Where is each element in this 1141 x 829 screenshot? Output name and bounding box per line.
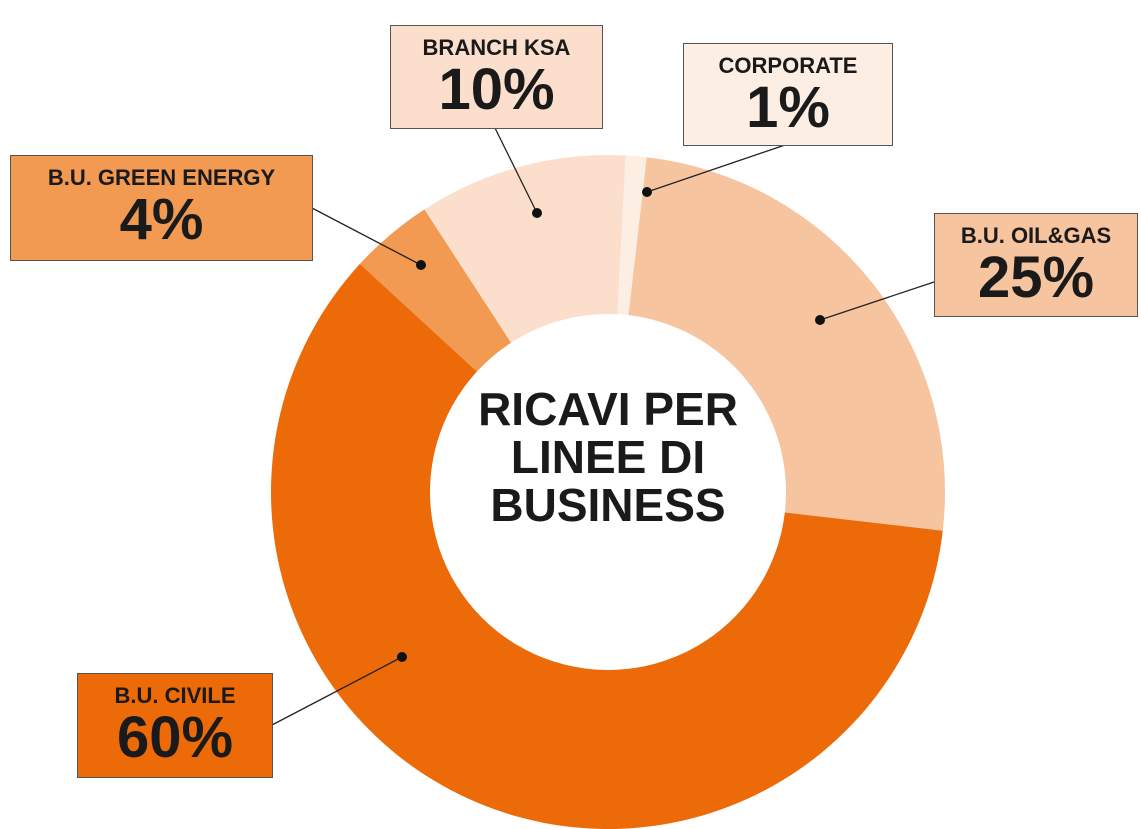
label-box: B.U. GREEN ENERGY 4% — [10, 155, 313, 261]
category-label: CORPORATE — [718, 53, 858, 78]
leader-dot — [642, 187, 652, 197]
category-label: B.U. OIL&GAS — [960, 223, 1112, 248]
leader-line — [494, 127, 538, 214]
leader-dot — [416, 260, 426, 270]
leader-line — [646, 144, 786, 193]
label-box: B.U. CIVILE 60% — [77, 673, 273, 778]
leader-dot — [815, 315, 825, 325]
category-label: B.U. GREEN ENERGY — [47, 165, 276, 190]
category-label: BRANCH KSA — [422, 35, 571, 60]
donut-segment — [271, 263, 943, 829]
value-label: 10% — [438, 57, 555, 122]
chart-title: RICAVI PER LINEE DI BUSINESS — [478, 383, 738, 531]
leader-dot — [532, 208, 542, 218]
donut-segment — [617, 155, 647, 316]
leader-dot — [397, 652, 407, 662]
donut-segment — [424, 155, 626, 343]
value-label: 1% — [746, 75, 830, 140]
value-label: 4% — [119, 187, 204, 252]
category-label: B.U. CIVILE — [114, 683, 236, 708]
donut-segment — [628, 157, 945, 531]
label-box: BRANCH KSA 10% — [390, 25, 603, 129]
donut-segment — [359, 209, 512, 372]
leader-line — [311, 207, 422, 266]
value-label: 60% — [116, 705, 234, 770]
leader-line — [271, 656, 403, 726]
value-label: 25% — [977, 245, 1095, 310]
leader-line — [819, 281, 935, 321]
label-box: CORPORATE 1% — [683, 43, 893, 146]
label-box: B.U. OIL&GAS 25% — [934, 213, 1138, 317]
